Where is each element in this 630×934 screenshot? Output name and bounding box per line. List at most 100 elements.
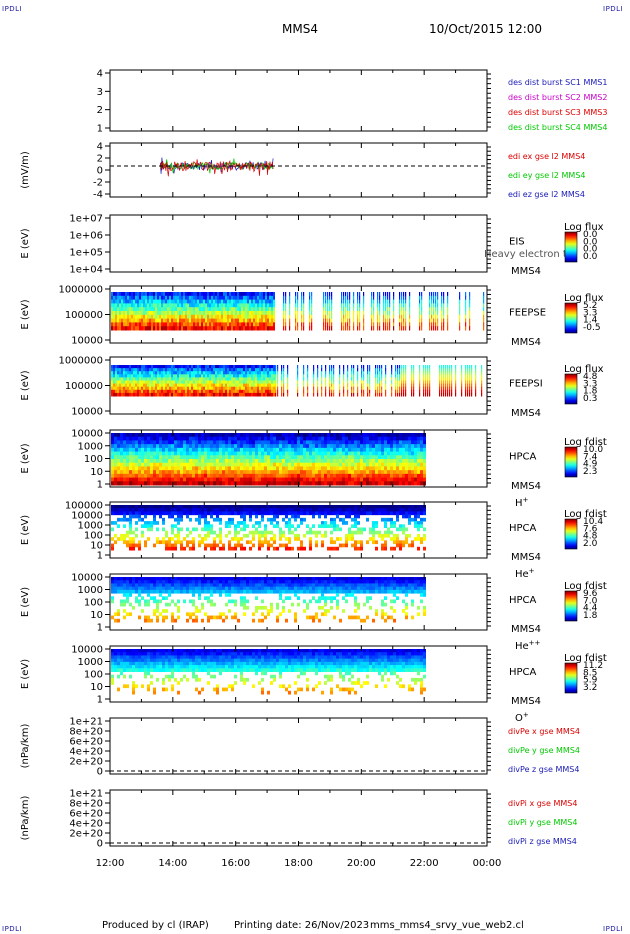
spec-cell	[258, 447, 261, 453]
spec-cell	[331, 389, 333, 394]
spec-cell	[261, 470, 264, 475]
spec-cell	[183, 368, 185, 372]
spec-cell	[261, 505, 264, 509]
spec-cell	[451, 371, 453, 375]
spec-cell	[159, 299, 161, 304]
spec-cell	[207, 368, 209, 372]
y-tick-label: 10000	[71, 429, 103, 440]
spec-cell	[165, 470, 168, 475]
spec-cell	[127, 392, 129, 397]
spec-cell	[261, 303, 263, 308]
spec-cell	[168, 433, 171, 438]
spec-cell	[210, 447, 213, 453]
spec-cell	[265, 368, 267, 372]
spec-cell	[213, 377, 215, 381]
spec-cell	[177, 470, 180, 475]
spec-cell	[119, 377, 121, 381]
spec-cell	[405, 392, 407, 397]
spec-cell	[151, 326, 153, 331]
spec-cell	[483, 299, 485, 304]
spec-cell	[235, 380, 237, 385]
spec-cell	[353, 371, 355, 375]
spec-cell	[433, 295, 435, 301]
spec-cell	[126, 470, 129, 475]
spec-cell	[143, 303, 145, 308]
spec-cell	[145, 322, 147, 327]
spec-cell	[433, 311, 435, 316]
spec-cell	[181, 365, 183, 369]
spec-cell	[171, 508, 174, 512]
spec-cell	[207, 377, 209, 381]
spec-cell	[315, 477, 318, 482]
spec-cell	[282, 466, 285, 471]
spec-cell	[187, 307, 189, 312]
spec-cell	[234, 436, 237, 441]
spec-cell	[360, 455, 363, 460]
spec-cell	[153, 477, 156, 482]
spec-cell	[402, 466, 405, 471]
spec-cell	[183, 511, 186, 516]
spec-cell	[141, 433, 144, 438]
spec-cell	[145, 374, 147, 378]
spec-cell	[231, 371, 233, 375]
spec-cell	[215, 392, 217, 397]
spec-cell	[423, 389, 425, 394]
spec-cell	[467, 365, 469, 369]
spec-cell	[131, 365, 133, 369]
spec-cell	[201, 295, 203, 301]
spec-cell	[117, 303, 119, 308]
spec-cell	[329, 389, 331, 394]
spec-cell	[135, 508, 138, 512]
spec-cell	[246, 436, 249, 441]
spec-cell	[379, 380, 381, 385]
spec-cell	[207, 477, 210, 482]
spec-cell	[399, 455, 402, 460]
spec-cell	[157, 322, 159, 327]
spec-cell	[129, 440, 132, 445]
spec-cell	[253, 326, 255, 331]
spec-cell	[153, 389, 155, 394]
spec-cell	[123, 466, 126, 471]
spec-cell	[467, 377, 469, 381]
spec-cell	[126, 451, 129, 456]
spec-cell	[403, 389, 405, 394]
spec-cell	[211, 322, 213, 327]
spec-cell	[245, 314, 247, 320]
spec-cell	[419, 292, 421, 297]
spec-cell	[150, 444, 153, 449]
spec-cell	[223, 322, 225, 327]
spec-cell	[171, 386, 173, 391]
spec-cell	[204, 470, 207, 475]
spec-cell	[300, 451, 303, 456]
spec-cell	[151, 314, 153, 320]
spec-cell	[393, 314, 395, 320]
spec-cell	[162, 505, 165, 509]
spec-cell	[183, 318, 185, 323]
spec-cell	[303, 386, 305, 391]
spec-cell	[397, 377, 399, 381]
spec-cell	[177, 299, 179, 304]
colorbar-title: Log flux	[564, 293, 604, 304]
spec-cell	[431, 322, 433, 327]
spec-cell	[469, 311, 471, 316]
spec-cell	[399, 383, 401, 388]
spec-cell	[251, 322, 253, 327]
spec-cell	[417, 433, 420, 438]
spec-cell	[351, 444, 354, 449]
spec-cell	[257, 295, 259, 301]
spec-cell	[209, 318, 211, 323]
spec-cell	[159, 451, 162, 456]
spec-cell	[288, 433, 291, 438]
spec-cell	[347, 389, 349, 394]
spec-cell	[231, 505, 234, 509]
spec-cell	[311, 307, 313, 312]
spec-cell	[215, 307, 217, 312]
spec-cell	[165, 314, 167, 320]
spec-cell	[138, 447, 141, 453]
spec-cell	[167, 365, 169, 369]
spec-cell	[222, 433, 225, 438]
spec-cell	[111, 521, 114, 525]
spec-cell	[179, 377, 181, 381]
spec-cell	[267, 299, 269, 304]
spec-cell	[192, 433, 195, 438]
